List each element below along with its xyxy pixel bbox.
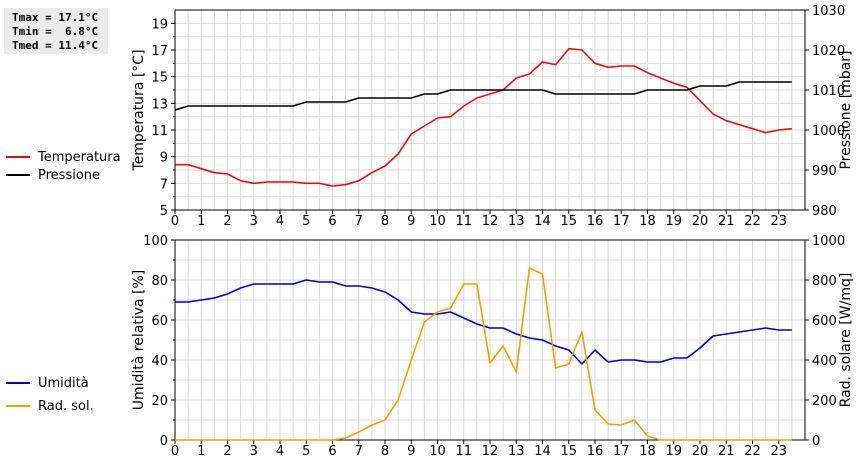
panel2-x-tick-label: 7 — [355, 444, 363, 459]
tmed-label: Tmed = 11.4°C — [12, 39, 99, 52]
panel1-x-tick-label: 16 — [587, 214, 604, 229]
rad-sol-legend-label: Rad. sol. — [38, 399, 94, 414]
stats-box: Tmax = 17.1°C Tmin = 6.8°C Tmed = 11.4°C — [4, 8, 108, 54]
panel1-x-tick-label: 12 — [482, 214, 499, 229]
panel2-y-tick-label: 0 — [160, 434, 168, 449]
panel1-x-tick-label: 18 — [639, 214, 656, 229]
panel1-x-tick-label: 20 — [692, 214, 709, 229]
panel1-y2-tick-label: 1000 — [812, 124, 845, 139]
panel2-y-tick-label: 100 — [143, 234, 168, 249]
rad-sol-series-line — [175, 267, 792, 441]
panel1-y-tick-label: 11 — [151, 124, 168, 139]
panel2-x-tick-label: 5 — [302, 444, 310, 459]
panel1-x-tick-label: 8 — [381, 214, 389, 229]
panel1-x-tick-label: 4 — [276, 214, 284, 229]
panel2-x-tick-label: 4 — [276, 444, 284, 459]
panel2-x-tick-label: 13 — [508, 444, 525, 459]
panel1-y-tick-label: 9 — [160, 151, 168, 166]
panel2-y2-tick-label: 600 — [812, 314, 837, 329]
panel2-x-tick-label: 19 — [665, 444, 682, 459]
panel2-x-tick-label: 3 — [250, 444, 258, 459]
tmin-label: Tmin = 6.8°C — [12, 25, 99, 38]
panel2-x-tick-label: 21 — [718, 444, 735, 459]
panel2-y2-tick-label: 200 — [812, 394, 837, 409]
panel2-y2-tick-label: 0 — [812, 434, 820, 449]
panel2-x-tick-label: 10 — [429, 444, 446, 459]
panel2-y2-tick-label: 1000 — [812, 234, 845, 249]
panel2-x-tick-label: 22 — [744, 444, 761, 459]
panel1-x-tick-label: 21 — [718, 214, 735, 229]
panel2-x-tick-label: 1 — [197, 444, 205, 459]
panel1-x-tick-label: 10 — [429, 214, 446, 229]
panel2-x-tick-label: 17 — [613, 444, 630, 459]
temperatura-legend-label: Temperatura — [37, 150, 121, 165]
panel1-y-tick-label: 13 — [151, 97, 168, 112]
panel2-y2-tick-label: 400 — [812, 354, 837, 369]
panel1-y2-tick-label: 1030 — [812, 4, 845, 19]
panel2-x-tick-label: 14 — [534, 444, 551, 459]
panel2-x-tick-label: 11 — [455, 444, 472, 459]
panel2-y-tick-label: 20 — [151, 394, 168, 409]
panel2-y-tick-label: 60 — [151, 314, 168, 329]
panel2-x-tick-label: 6 — [328, 444, 336, 459]
panel2-x-tick-label: 18 — [639, 444, 656, 459]
panel2-x-tick-label: 8 — [381, 444, 389, 459]
panel2-x-tick-label: 20 — [692, 444, 709, 459]
panel1-y-tick-label: 5 — [160, 204, 168, 219]
panel1-y-axis-label: Temperatura [°C] — [131, 49, 147, 171]
panel1-x-tick-label: 22 — [744, 214, 761, 229]
panel1-x-tick-label: 0 — [171, 214, 179, 229]
panel2-y-tick-label: 40 — [151, 354, 168, 369]
tmax-label: Tmax = 17.1°C — [12, 11, 99, 24]
panel2-y-axis-label: Umidità relativa [%] — [131, 270, 147, 411]
panel1-y-tick-label: 17 — [151, 44, 168, 59]
panel1-y2-axis-label: Pressione [mbar] — [838, 50, 854, 169]
pressione-series-line — [174, 81, 792, 111]
panel2-x-tick-label: 2 — [223, 444, 231, 459]
panel1-y-tick-label: 15 — [151, 71, 168, 86]
panel1-x-tick-label: 1 — [197, 214, 205, 229]
panel1-x-tick-label: 7 — [355, 214, 363, 229]
panel2-x-tick-label: 12 — [482, 444, 499, 459]
panel1-x-tick-label: 14 — [534, 214, 551, 229]
pressione-legend-label: Pressione — [38, 168, 100, 183]
panel2-x-tick-label: 15 — [560, 444, 577, 459]
panel2-x-tick-label: 0 — [171, 444, 179, 459]
panel2-x-tick-label: 9 — [407, 444, 415, 459]
panel1-x-tick-label: 11 — [455, 214, 472, 229]
panel2-x-tick-label: 23 — [770, 444, 787, 459]
panel2-x-tick-label: 16 — [587, 444, 604, 459]
panel1-x-tick-label: 13 — [508, 214, 525, 229]
panel1-y-tick-label: 19 — [151, 17, 168, 32]
panel1-x-tick-label: 6 — [328, 214, 336, 229]
umidit-legend-label: Umidità — [38, 376, 89, 391]
panel1-x-tick-label: 2 — [223, 214, 231, 229]
panel1-x-tick-label: 17 — [613, 214, 630, 229]
panel1-x-tick-label: 15 — [560, 214, 577, 229]
panel2-y2-axis-label: Rad. solare [W/mq] — [838, 273, 854, 408]
panel1-x-tick-label: 9 — [407, 214, 415, 229]
panel1-y2-tick-label: 990 — [812, 164, 837, 179]
panel2-y2-tick-label: 800 — [812, 274, 837, 289]
panel1-y2-tick-label: 1020 — [812, 44, 845, 59]
panel1-x-tick-label: 19 — [665, 214, 682, 229]
temperatura-series-line — [175, 47, 792, 187]
panel1-y-tick-label: 7 — [160, 177, 168, 192]
panel2-y-tick-label: 80 — [151, 274, 168, 289]
panel1-y2-tick-label: 980 — [812, 204, 837, 219]
panel1-y2-tick-label: 1010 — [812, 84, 845, 99]
panel1-x-tick-label: 3 — [250, 214, 258, 229]
panel1-x-tick-label: 5 — [302, 214, 310, 229]
panel1-x-tick-label: 23 — [770, 214, 787, 229]
